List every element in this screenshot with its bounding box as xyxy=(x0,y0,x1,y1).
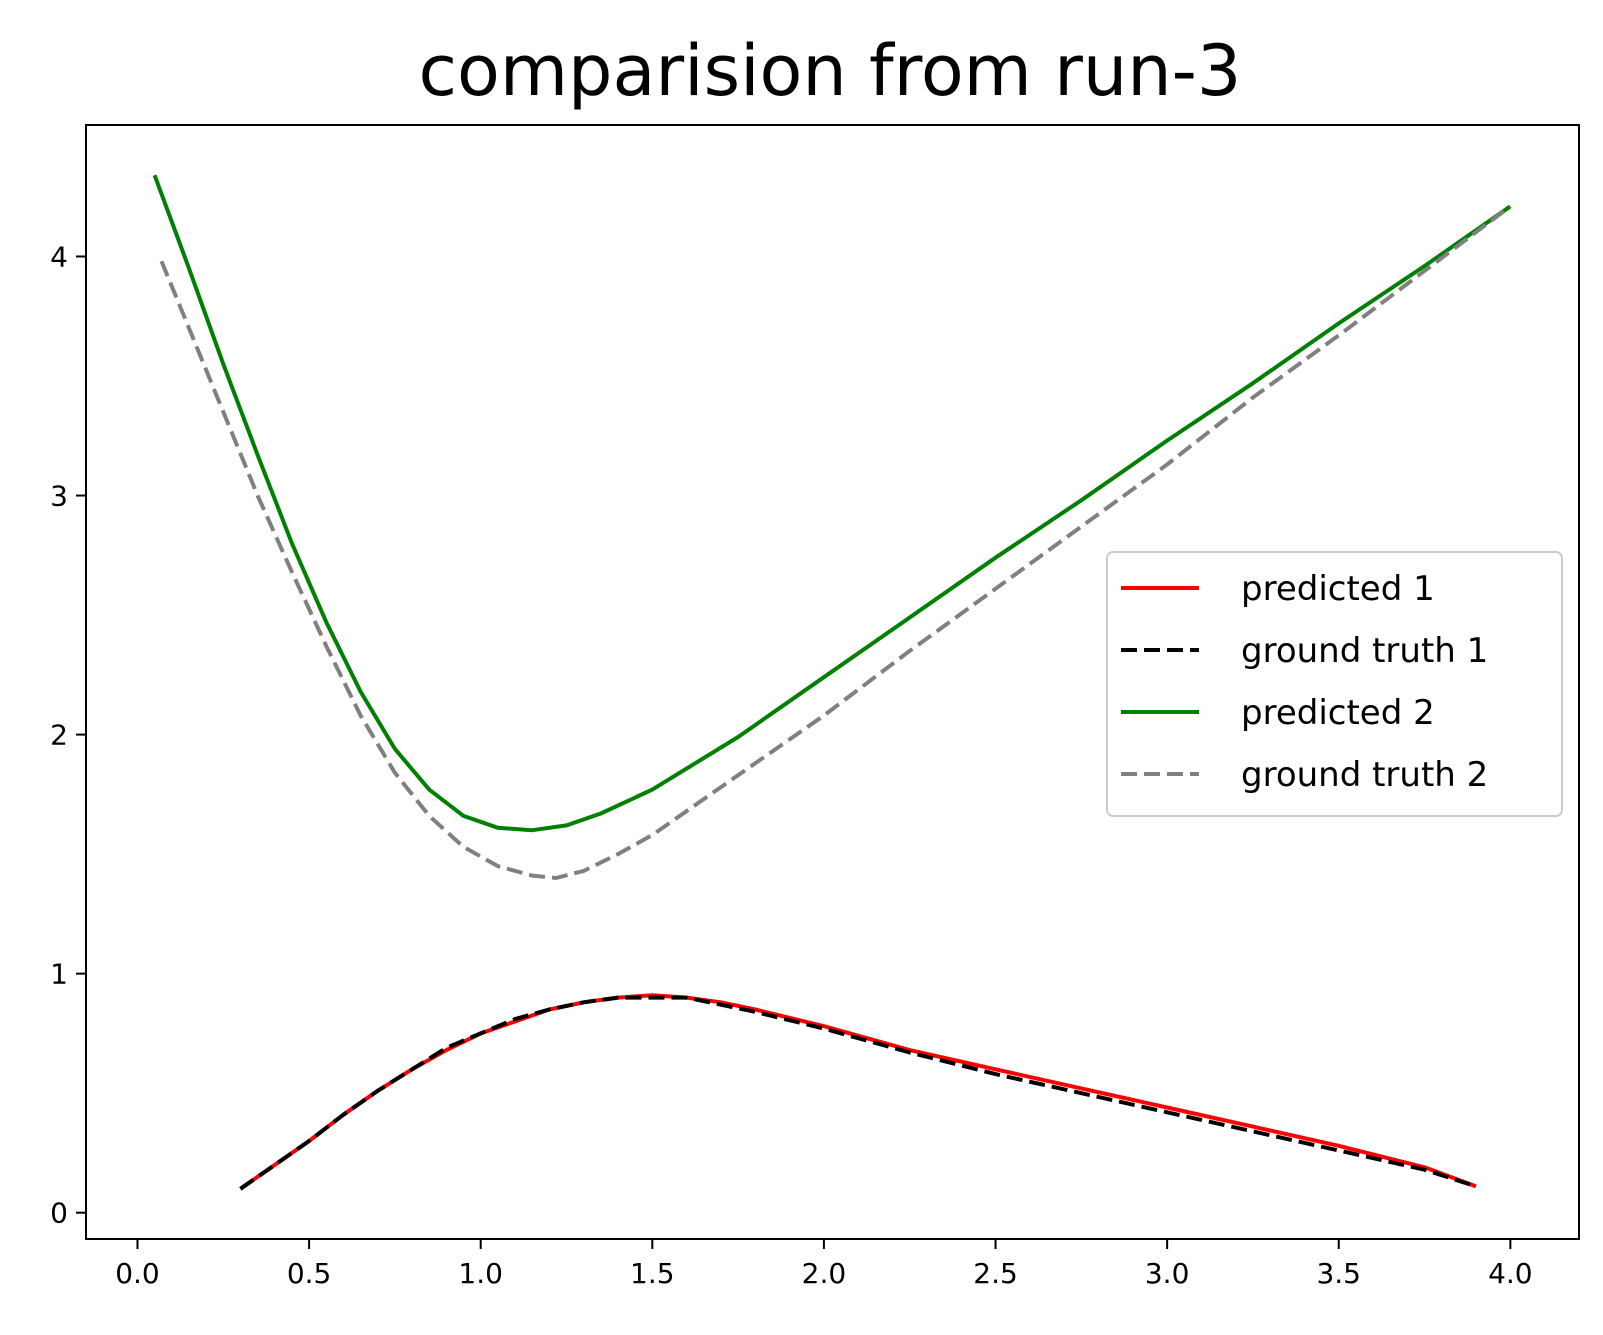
x-tick-label: 3.0 xyxy=(1145,1257,1190,1290)
y-tick-label: 0 xyxy=(50,1197,68,1230)
x-axis: 0.0 0.5 1.0 1.5 2.0 2.5 3.0 3.5 4.0 xyxy=(115,1239,1533,1290)
x-tick-label: 4.0 xyxy=(1488,1257,1533,1290)
legend-label-3: predicted 2 xyxy=(1241,693,1435,733)
x-tick-label: 1.5 xyxy=(630,1257,675,1290)
series-line-4 xyxy=(159,204,1512,880)
series-line-1 xyxy=(239,993,1477,1191)
plot-frame xyxy=(85,124,1580,1240)
x-tick-label: 0.5 xyxy=(287,1257,332,1290)
y-tick-label: 1 xyxy=(50,958,68,991)
y-axis: 0 1 2 3 4 xyxy=(50,240,86,1230)
chart-title: comparision from run-3 xyxy=(419,30,1242,112)
series-line-3 xyxy=(152,174,1512,833)
legend-label-2: ground truth 1 xyxy=(1241,631,1488,671)
x-tick-label: 3.5 xyxy=(1316,1257,1361,1290)
legend: predicted 1 ground truth 1 predicted 2 grou… xyxy=(1106,551,1563,817)
series-line-2 xyxy=(239,995,1477,1191)
legend-label-1: predicted 1 xyxy=(1241,569,1435,609)
y-tick-label: 3 xyxy=(50,480,68,513)
x-tick-label: 2.0 xyxy=(802,1257,847,1290)
legend-box xyxy=(1106,551,1563,817)
y-tick-label: 4 xyxy=(50,240,68,273)
legend-label-4: ground truth 2 xyxy=(1241,755,1488,795)
y-tick-label: 2 xyxy=(50,719,68,752)
series-layer xyxy=(152,174,1512,1191)
x-tick-label: 2.5 xyxy=(973,1257,1018,1290)
x-tick-label: 0.0 xyxy=(115,1257,160,1290)
x-tick-label: 1.0 xyxy=(458,1257,503,1290)
